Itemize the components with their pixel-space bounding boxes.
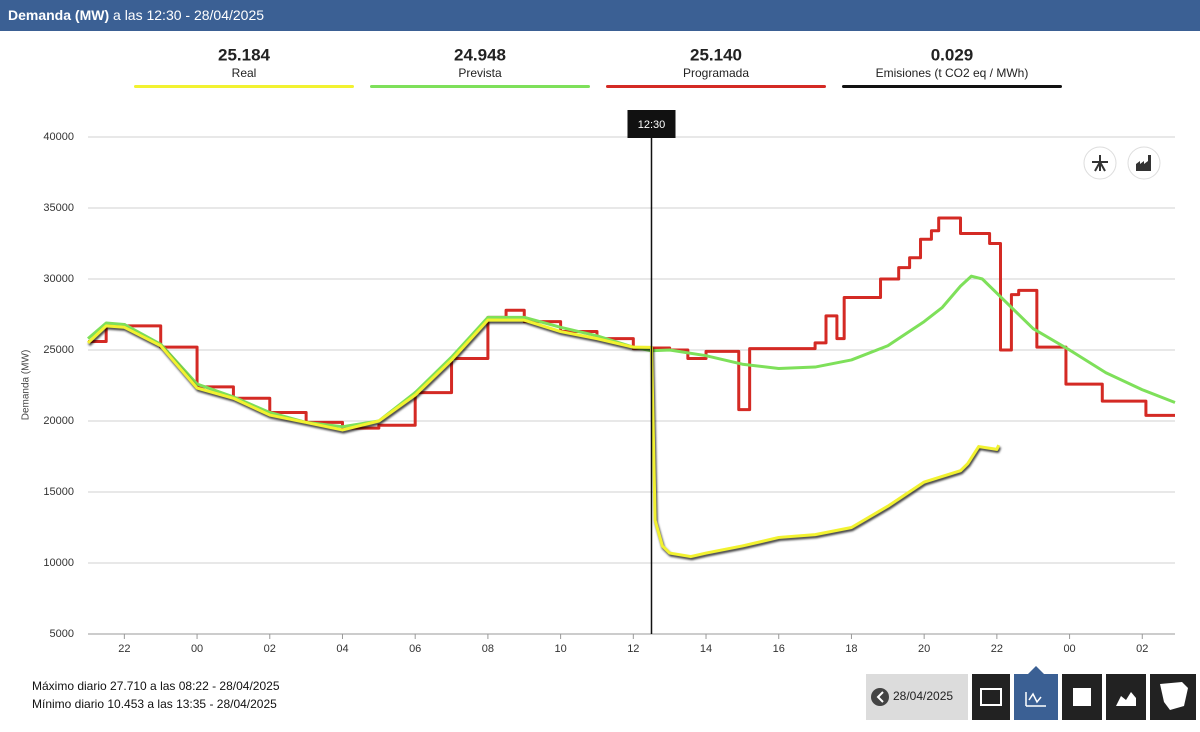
stat-underline: [606, 85, 826, 88]
x-tick-label: 00: [1063, 643, 1075, 655]
date-label: 28/04/2025: [893, 689, 953, 703]
daily-max: Máximo diario 27.710 a las 08:22 - 28/04…: [32, 679, 280, 693]
x-tick-label: 14: [700, 643, 712, 655]
header-title: Demanda (MW): [8, 7, 109, 23]
series-line: [86, 318, 1001, 559]
stat-label: Emisiones (t CO2 eq / MWh): [876, 66, 1029, 80]
x-tick-label: 20: [918, 643, 930, 655]
x-tick-label: 22: [991, 643, 1003, 655]
stat-underline: [370, 85, 590, 88]
stat-label: Real: [232, 66, 257, 80]
time-marker-label: 12:30: [638, 119, 666, 131]
x-tick-label: 22: [118, 643, 130, 655]
chart-icon: [1025, 692, 1046, 707]
series-line: [88, 216, 1175, 430]
map-icon: [1160, 682, 1188, 710]
header-bar: [0, 0, 1200, 31]
x-tick-label: 08: [482, 643, 494, 655]
y-tick-label: 30000: [43, 273, 74, 285]
stat-label: Prevista: [458, 66, 502, 80]
y-axis-label: Demanda (MW): [21, 350, 32, 421]
y-tick-label: 35000: [43, 202, 74, 214]
header-subtitle: a las 12:30 - 28/04/2025: [113, 7, 264, 23]
stat-value: 24.948: [454, 45, 506, 64]
factory-icon[interactable]: [1127, 146, 1161, 180]
stat-label: Programada: [683, 66, 749, 80]
y-tick-label: 20000: [43, 415, 74, 427]
y-tick-label: 25000: [43, 344, 74, 356]
stats: 25.184 Real 24.948 Prevista 25.140 Programada…: [134, 45, 1062, 88]
x-tick-label: 10: [554, 643, 566, 655]
x-tick-label: 02: [1136, 643, 1148, 655]
y-tick-label: 10000: [43, 557, 74, 569]
x-tick-label: 00: [191, 643, 203, 655]
stat-value: 25.184: [218, 45, 271, 64]
stat-value: 0.029: [931, 45, 974, 64]
x-tick-label: 16: [773, 643, 785, 655]
x-tick-label: 12: [627, 643, 639, 655]
area-icon: [1116, 692, 1136, 706]
calendar-button[interactable]: [972, 674, 1010, 720]
time-marker-box: [627, 110, 676, 138]
chart-button[interactable]: [1014, 674, 1058, 720]
wind-icon[interactable]: [1083, 146, 1117, 180]
x-tick-label: 04: [336, 643, 348, 655]
series-line: [87, 274, 1176, 429]
x-tick-label: 18: [845, 643, 857, 655]
x-tick-label: 06: [409, 643, 421, 655]
y-tick-label: 5000: [50, 628, 74, 640]
x-tick-label: 02: [264, 643, 276, 655]
date-button[interactable]: 28/04/2025: [866, 674, 968, 720]
area-button[interactable]: [1106, 674, 1146, 720]
table-icon: [1073, 688, 1091, 706]
daily-min: Mínimo diario 10.453 a las 13:35 - 28/04…: [32, 697, 277, 711]
y-tick-label: 40000: [43, 131, 74, 143]
stat-underline: [134, 85, 354, 88]
header: Demanda (MW) a las 12:30 - 28/04/2025: [8, 7, 264, 23]
calendar-icon: [980, 688, 1002, 706]
plot: 5000 10000 15000 20000 25000 30000 35000 40000 2…: [43, 110, 1176, 655]
stat-underline: [842, 85, 1062, 88]
stat-value: 25.140: [690, 45, 742, 64]
y-tick-label: 15000: [43, 486, 74, 498]
selected-arrow: [1028, 666, 1044, 674]
